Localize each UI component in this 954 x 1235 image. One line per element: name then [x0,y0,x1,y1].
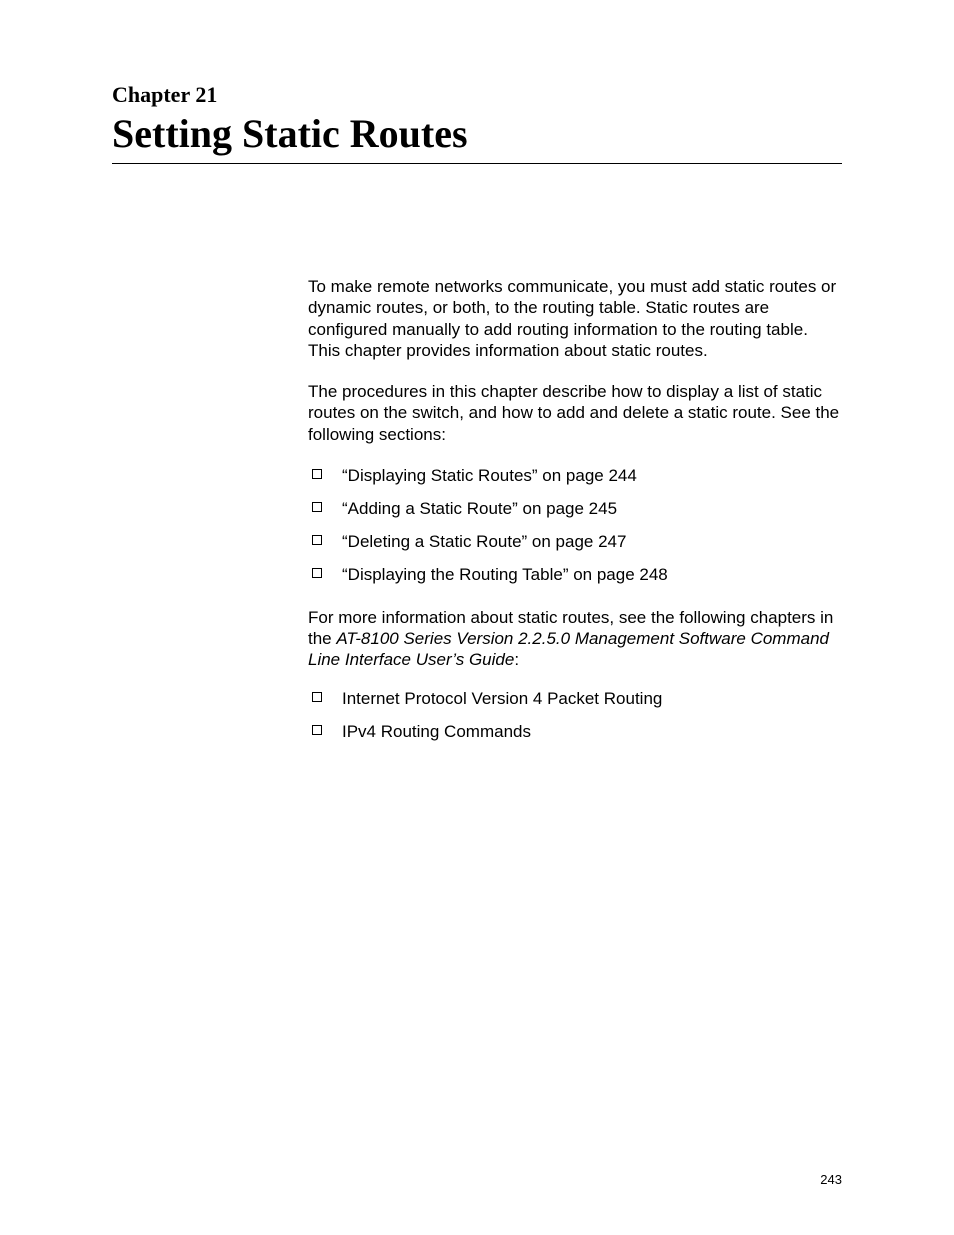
square-bullet-icon [312,692,322,702]
intro-paragraph-2: The procedures in this chapter describe … [308,381,842,445]
square-bullet-icon [312,502,322,512]
chapter-label: Chapter 21 [112,82,842,108]
page-number: 243 [820,1172,842,1187]
link-text: “Adding a Static Route” on page 245 [342,499,617,518]
list-item: IPv4 Routing Commands [308,721,842,744]
square-bullet-icon [312,469,322,479]
list-item: “Deleting a Static Route” on page 247 [308,531,842,554]
more-info-paragraph: For more information about static routes… [308,607,842,671]
list-item: “Displaying the Routing Table” on page 2… [308,564,842,587]
document-page: Chapter 21 Setting Static Routes To make… [0,0,954,1235]
related-chapters-list: Internet Protocol Version 4 Packet Routi… [308,688,842,744]
chapter-ref-text: Internet Protocol Version 4 Packet Routi… [342,689,662,708]
title-rule [112,163,842,164]
chapter-title: Setting Static Routes [112,110,842,157]
more-info-suffix: : [514,650,519,669]
chapter-ref-text: IPv4 Routing Commands [342,722,531,741]
list-item: “Displaying Static Routes” on page 244 [308,465,842,488]
list-item: Internet Protocol Version 4 Packet Routi… [308,688,842,711]
intro-paragraph-1: To make remote networks communicate, you… [308,276,842,361]
link-text: “Displaying the Routing Table” on page 2… [342,565,668,584]
section-link-list: “Displaying Static Routes” on page 244 “… [308,465,842,587]
link-text: “Displaying Static Routes” on page 244 [342,466,637,485]
link-text: “Deleting a Static Route” on page 247 [342,532,626,551]
body-column: To make remote networks communicate, you… [308,276,842,744]
guide-title-italic: AT-8100 Series Version 2.2.5.0 Managemen… [308,629,829,669]
list-item: “Adding a Static Route” on page 245 [308,498,842,521]
square-bullet-icon [312,725,322,735]
square-bullet-icon [312,535,322,545]
square-bullet-icon [312,568,322,578]
